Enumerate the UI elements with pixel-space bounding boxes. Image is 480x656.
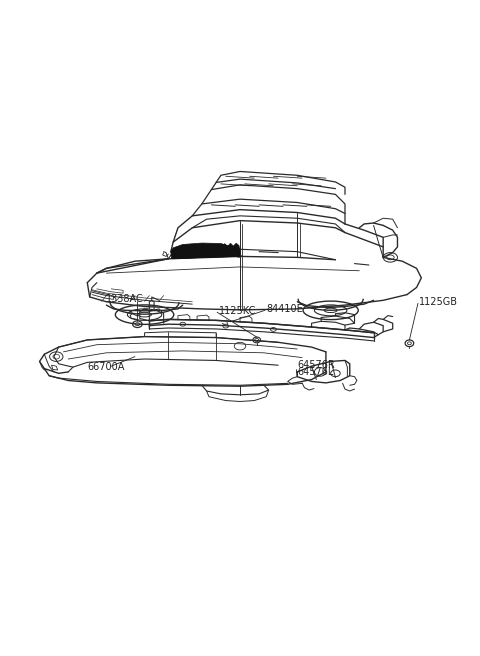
Text: 1125GB: 1125GB — [419, 297, 458, 307]
Text: 1125KC: 1125KC — [218, 306, 256, 316]
Text: 66700A: 66700A — [87, 362, 125, 372]
Text: 1338AC: 1338AC — [107, 295, 144, 304]
Text: 84410E: 84410E — [266, 304, 303, 314]
Polygon shape — [171, 243, 240, 259]
Polygon shape — [171, 243, 240, 259]
Text: 64576L: 64576L — [297, 367, 334, 377]
Text: 64576R: 64576R — [297, 360, 335, 370]
